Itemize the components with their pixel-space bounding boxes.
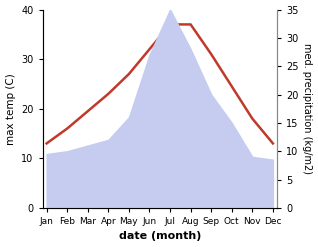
X-axis label: date (month): date (month) bbox=[119, 231, 201, 242]
Y-axis label: max temp (C): max temp (C) bbox=[5, 73, 16, 144]
Y-axis label: med. precipitation (kg/m2): med. precipitation (kg/m2) bbox=[302, 43, 313, 174]
